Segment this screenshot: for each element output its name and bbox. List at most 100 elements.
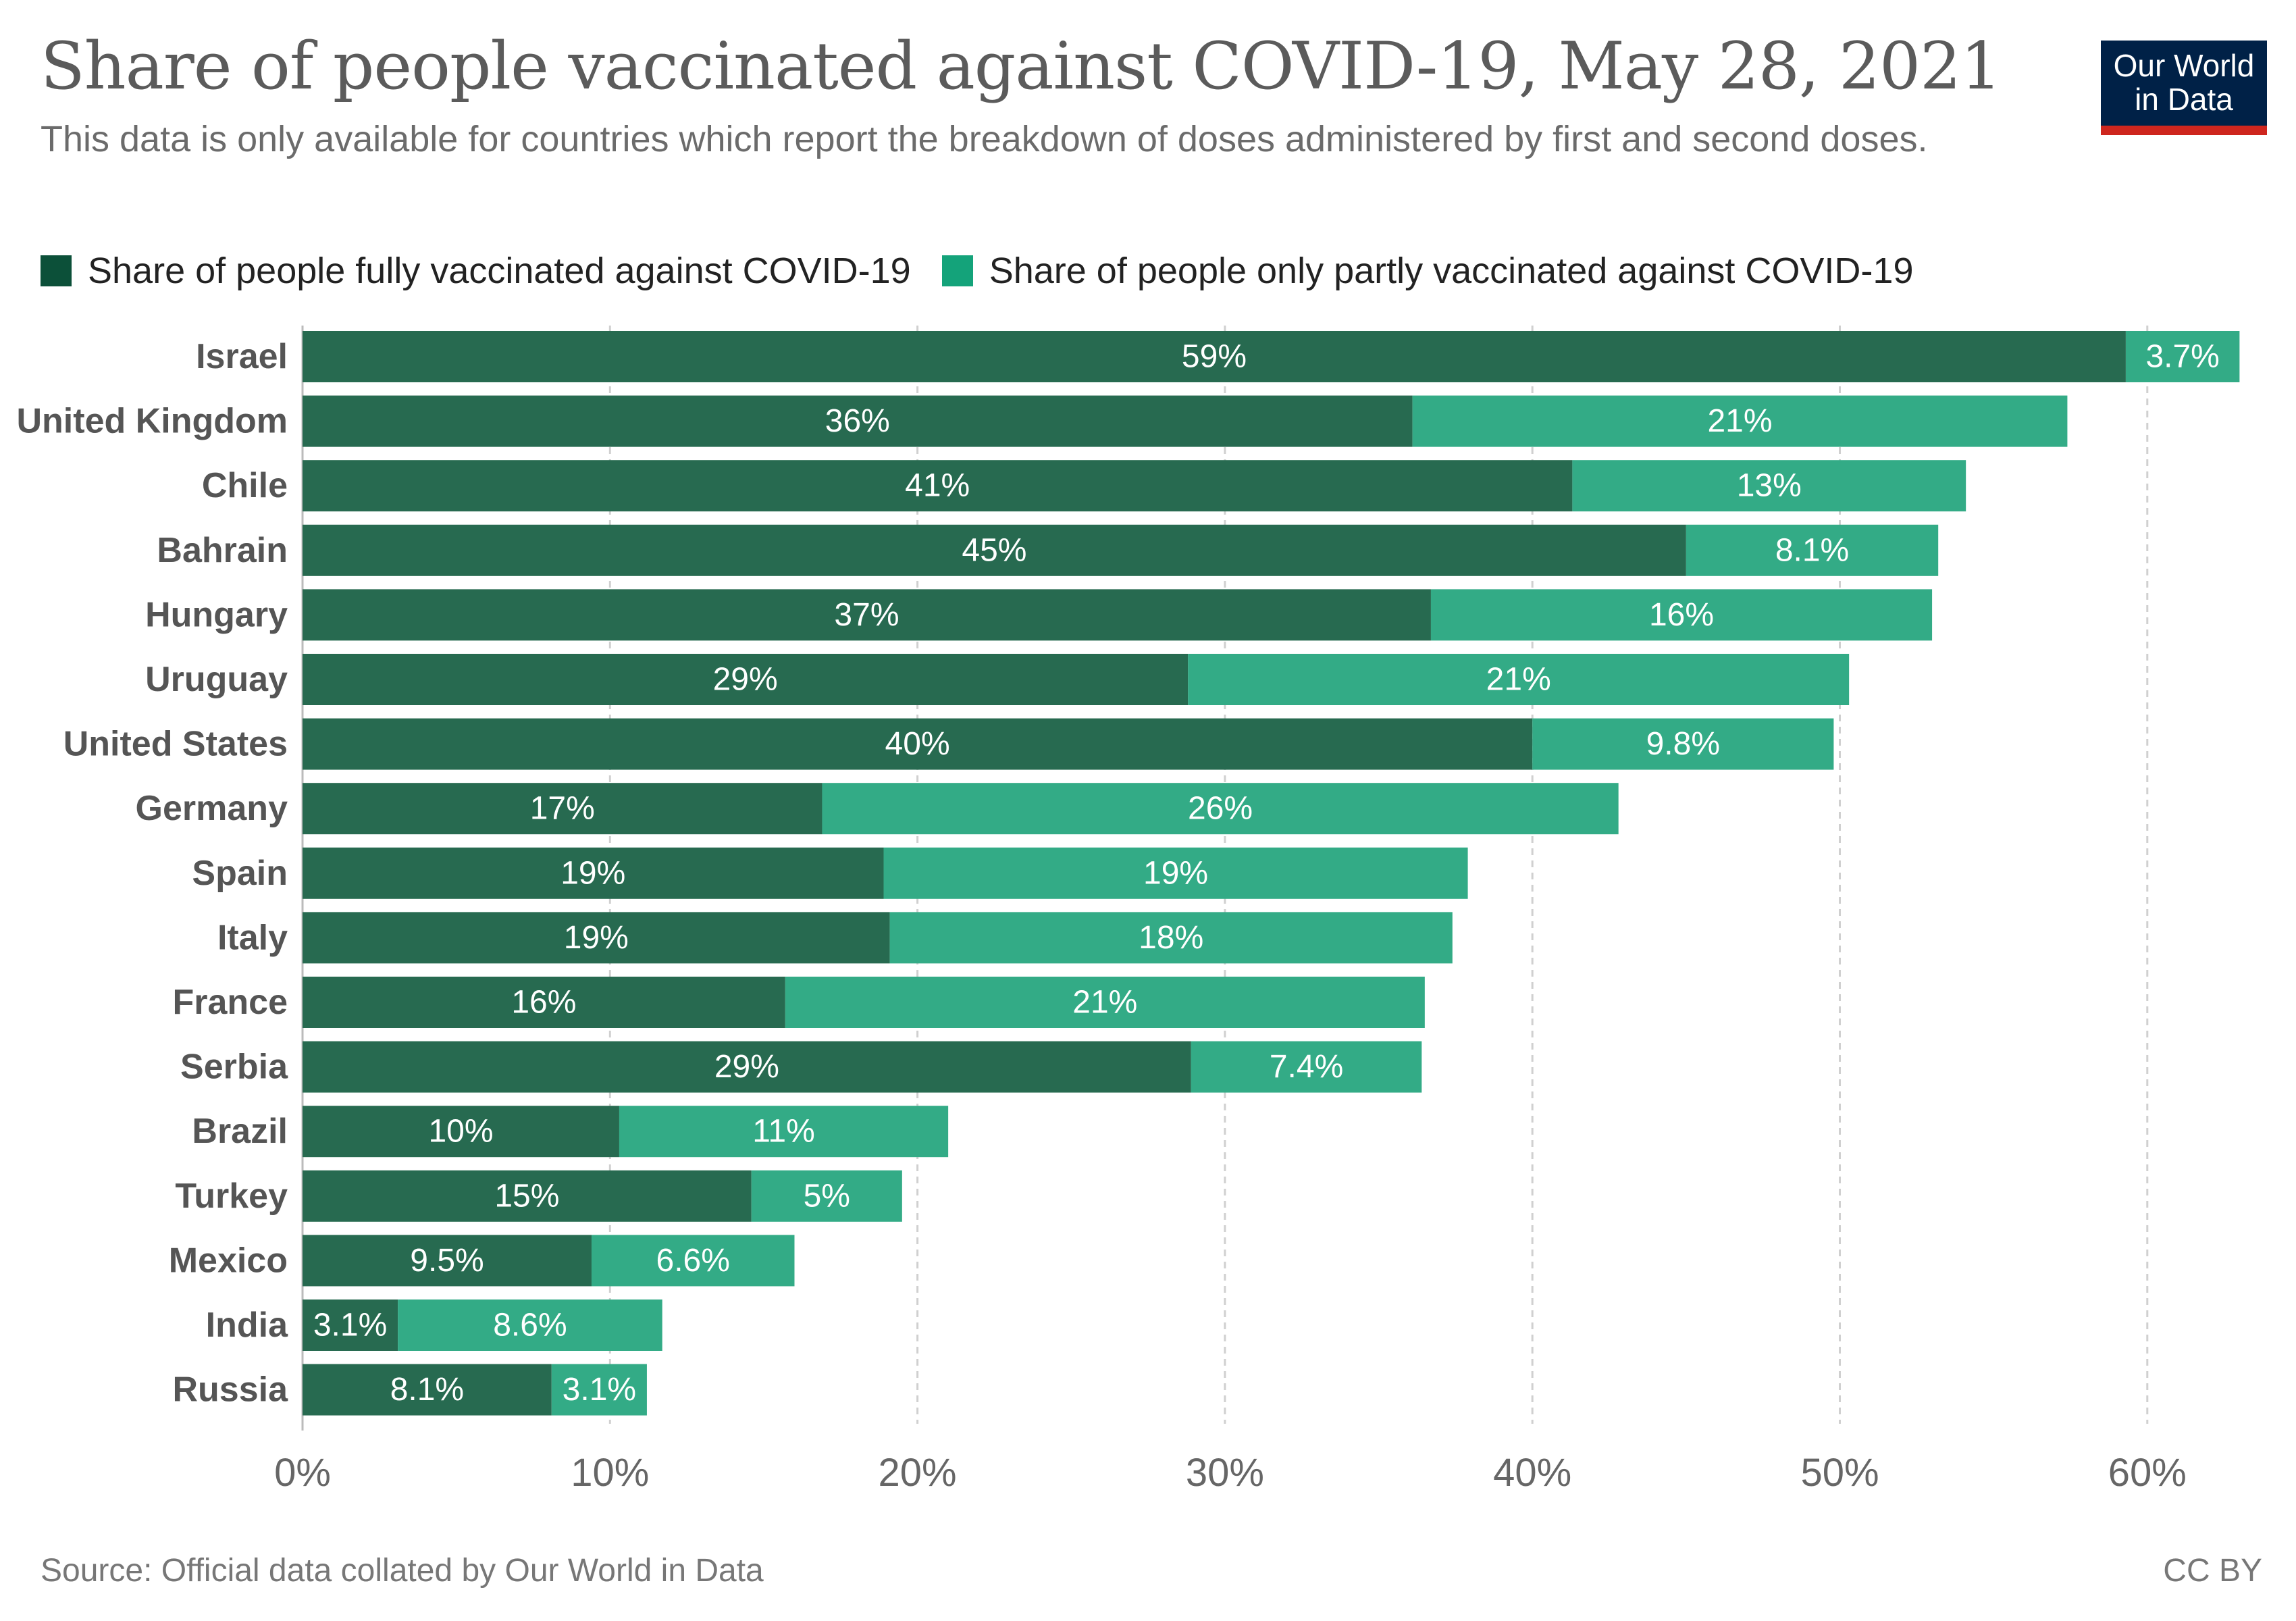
x-tick-label: 30% [1186, 1451, 1264, 1495]
category-label: Israel [196, 337, 288, 376]
data-label-partly: 16% [1649, 597, 1714, 633]
data-label-fully: 8.1% [390, 1372, 464, 1408]
category-label: Mexico [169, 1241, 288, 1280]
category-label: Spain [192, 854, 288, 893]
owid-logo[interactable]: Our World in Data [2101, 41, 2267, 135]
category-label: Chile [202, 466, 288, 505]
category-label: India [206, 1306, 288, 1345]
data-label-partly: 11% [752, 1114, 815, 1150]
bar-partly-vaccinated [591, 1235, 795, 1287]
chart-legend: Share of people fully vaccinated against… [41, 247, 1944, 294]
x-tick-label: 40% [1493, 1451, 1571, 1495]
data-label-fully: 29% [714, 1049, 779, 1085]
data-label-partly: 7.4% [1270, 1049, 1343, 1085]
x-tick-label: 20% [879, 1451, 957, 1495]
data-label-partly: 21% [1707, 403, 1772, 439]
data-label-partly: 26% [1188, 791, 1253, 827]
bar-fully-vaccinated [303, 460, 1573, 512]
category-label: Bahrain [157, 531, 288, 570]
bar-fully-vaccinated [303, 1041, 1191, 1093]
bar-fully-vaccinated [303, 1300, 398, 1351]
bar-fully-vaccinated [303, 1235, 592, 1287]
logo-line-1: Our World [2113, 48, 2255, 83]
data-label-partly: 3.7% [2145, 339, 2219, 375]
data-label-partly: 3.1% [563, 1372, 636, 1408]
category-label: Brazil [192, 1112, 288, 1151]
bar-fully-vaccinated [303, 654, 1189, 705]
bar-partly-vaccinated [619, 1106, 949, 1158]
bar-partly-vaccinated [1188, 654, 1850, 705]
bar-partly-vaccinated [883, 847, 1468, 899]
data-label-fully: 41% [905, 468, 970, 504]
data-label-partly: 8.1% [1775, 532, 1849, 568]
data-label-partly: 21% [1486, 662, 1551, 698]
bar-fully-vaccinated [303, 718, 1533, 770]
bar-partly-vaccinated [2125, 331, 2240, 382]
data-label-fully: 45% [962, 532, 1026, 568]
data-label-partly: 8.6% [493, 1308, 567, 1343]
data-label-fully: 15% [494, 1178, 559, 1214]
data-label-partly: 18% [1139, 920, 1203, 956]
data-label-fully: 36% [825, 403, 890, 439]
data-label-partly: 6.6% [656, 1243, 730, 1279]
category-label: Hungary [145, 595, 288, 634]
legend-item-fully[interactable]: Share of people fully vaccinated against… [41, 250, 911, 292]
data-label-partly: 9.8% [1646, 726, 1720, 762]
category-label: United Kingdom [16, 402, 288, 441]
data-label-partly: 21% [1072, 985, 1137, 1021]
logo-accent-bar [2101, 126, 2267, 135]
bar-fully-vaccinated [303, 331, 2126, 382]
license-note[interactable]: CC BY [2163, 1553, 2262, 1589]
bar-fully-vaccinated [303, 783, 823, 835]
bar-partly-vaccinated [1412, 395, 2068, 447]
legend-swatch-partly [941, 255, 973, 286]
bar-partly-vaccinated [398, 1300, 662, 1351]
category-label: Germany [136, 789, 288, 828]
category-label: Turkey [175, 1177, 288, 1216]
category-label: Russia [172, 1370, 288, 1410]
data-label-fully: 16% [511, 985, 576, 1021]
bar-partly-vaccinated [1572, 460, 1966, 512]
legend-swatch-fully [41, 255, 72, 286]
data-label-fully: 10% [428, 1114, 493, 1150]
data-label-fully: 9.5% [410, 1243, 484, 1279]
bar-fully-vaccinated [303, 977, 785, 1028]
data-label-fully: 19% [564, 920, 629, 956]
bar-fully-vaccinated [303, 395, 1413, 447]
source-note[interactable]: Source: Official data collated by Our Wo… [41, 1553, 764, 1589]
x-tick-label: 0% [274, 1451, 331, 1495]
data-label-fully: 37% [834, 597, 899, 633]
bar-fully-vaccinated [303, 847, 884, 899]
legend-label-partly: Share of people only partly vaccinated a… [989, 251, 1914, 291]
bar-partly-vaccinated [785, 977, 1425, 1028]
bar-partly-vaccinated [1191, 1041, 1422, 1093]
bar-fully-vaccinated [303, 524, 1686, 576]
legend-item-partly[interactable]: Share of people only partly vaccinated a… [941, 250, 1914, 292]
data-label-fully: 3.1% [313, 1308, 387, 1343]
x-tick-label: 10% [571, 1451, 649, 1495]
bar-partly-vaccinated [751, 1170, 902, 1222]
data-label-fully: 29% [713, 662, 778, 698]
chart-subtitle: This data is only available for countrie… [41, 119, 1928, 159]
bar-fully-vaccinated [303, 1364, 552, 1416]
bar-fully-vaccinated [303, 589, 1431, 641]
data-label-fully: 40% [885, 726, 950, 762]
data-label-fully: 19% [560, 855, 625, 891]
bar-partly-vaccinated [1430, 589, 1933, 641]
bar-partly-vaccinated [1532, 718, 1834, 770]
category-label: Italy [217, 918, 288, 957]
bar-fully-vaccinated [303, 1106, 619, 1158]
bar-fully-vaccinated [303, 1170, 752, 1222]
bar-partly-vaccinated [822, 783, 1619, 835]
data-label-fully: 59% [1182, 339, 1247, 375]
data-label-fully: 17% [530, 791, 595, 827]
bar-partly-vaccinated [551, 1364, 647, 1416]
x-tick-label: 60% [2108, 1451, 2187, 1495]
bar-partly-vaccinated [889, 912, 1453, 964]
bar-fully-vaccinated [303, 912, 890, 964]
logo-line-2: in Data [2135, 82, 2233, 117]
bar-chart: 0% 10% 20% 30% 40% 50% 60% Israel 59% 3.7% United … [16, 326, 2240, 1495]
data-label-partly: 5% [804, 1178, 850, 1214]
data-label-partly: 13% [1737, 468, 1802, 504]
legend-label-fully: Share of people fully vaccinated against… [88, 251, 911, 291]
